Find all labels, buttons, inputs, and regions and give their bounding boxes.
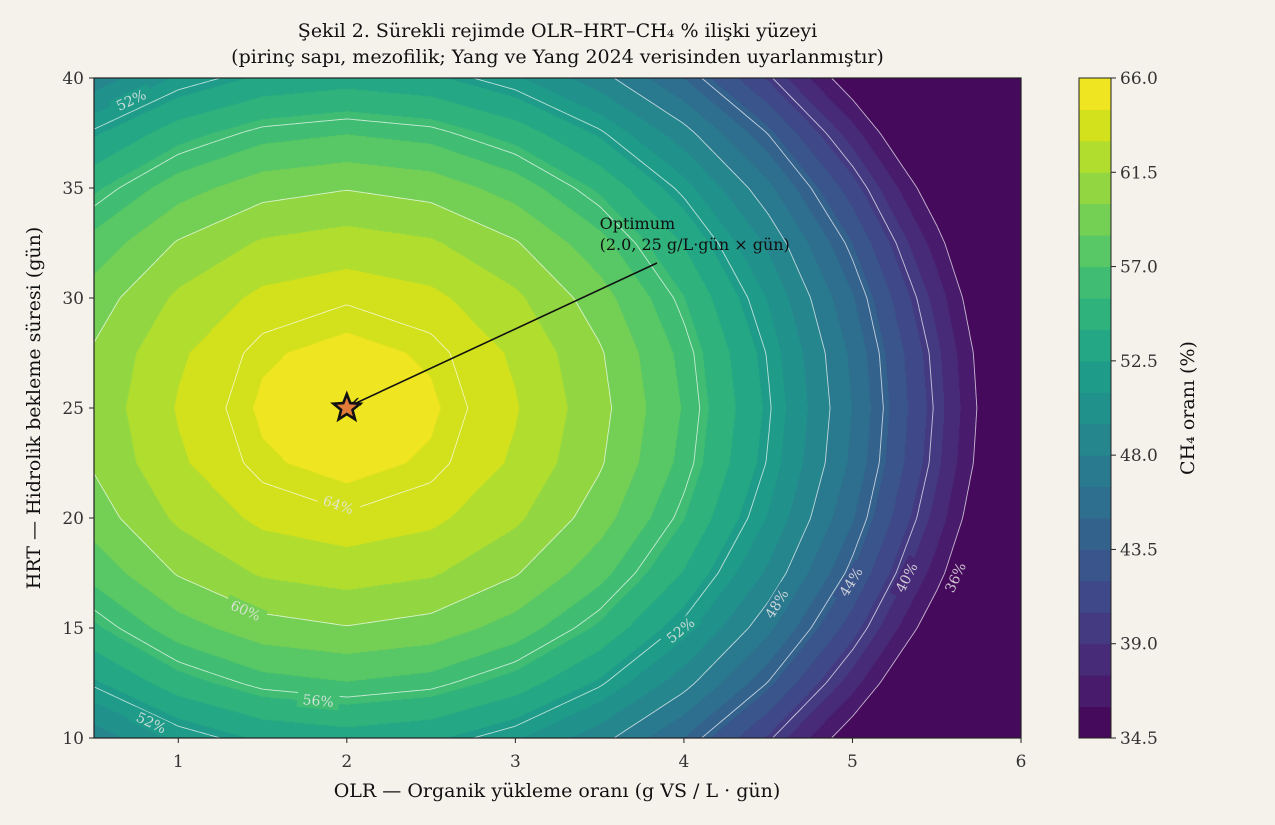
colorbar-band [1079, 549, 1111, 582]
colorbar-band [1079, 235, 1111, 268]
x-tick-label: 3 [510, 752, 521, 772]
x-tick-label: 5 [847, 752, 858, 772]
contour-label-text: 56% [302, 692, 334, 711]
x-tick-label: 1 [173, 752, 184, 772]
y-tick-label: 35 [62, 179, 84, 199]
contour-label-gap [659, 610, 702, 650]
contour-label-gap [223, 594, 269, 627]
contour-label: 40% [889, 555, 924, 600]
colorbar-tick-label: 34.5 [1120, 729, 1158, 749]
contour-label-text: 36% [942, 560, 969, 595]
colorbar-tick-label: 48.0 [1120, 446, 1158, 466]
colorbar-band [1079, 486, 1111, 519]
colorbar-band [1079, 329, 1111, 362]
contour-label-text: 64% [321, 493, 356, 518]
y-axis-label: HRT — Hidrolik bekleme süresi (gün) [23, 227, 45, 590]
contour-label-text: 40% [893, 560, 922, 595]
colorbar-band [1079, 580, 1111, 613]
x-tick-label: 6 [1016, 752, 1027, 772]
annotation-text-line: (2.0, 25 g/L·gün × gün) [600, 235, 790, 254]
contour-fill [94, 78, 1021, 738]
chart-title-line-1: Şekil 2. Sürekli rejimde OLR–HRT–CH₄ % i… [297, 20, 818, 42]
colorbar-tick-label: 52.5 [1120, 352, 1158, 372]
colorbar-band [1079, 392, 1111, 425]
x-tick-label: 4 [678, 752, 689, 772]
contour-label-text: 52% [114, 87, 149, 115]
contour-label-text: 52% [133, 710, 168, 738]
contour-label-gap [758, 581, 795, 626]
colorbar-band [1079, 298, 1111, 330]
colorbar-band [1079, 675, 1111, 708]
y-tick-label: 25 [62, 399, 84, 419]
colorbar-band [1079, 172, 1111, 205]
colorbar-band [1079, 360, 1111, 393]
colorbar-tick-label: 39.0 [1120, 635, 1158, 655]
optimum-star-marker [330, 390, 364, 423]
annotation-arrow [352, 262, 658, 405]
colorbar-band [1079, 423, 1111, 456]
y-tick-label: 15 [62, 619, 84, 639]
contour-line-40 [772, 77, 934, 739]
contour-label: 56% [296, 690, 340, 711]
colorbar-band [1079, 109, 1111, 142]
x-axis: 1 2 3 4 5 6 [173, 738, 1027, 772]
x-axis-label: OLR — Organik yükleme oranı (g VS / L · … [334, 780, 781, 802]
y-tick-label: 30 [62, 289, 84, 309]
colorbar-band [1079, 266, 1111, 299]
colorbar-tick-label: 43.5 [1120, 540, 1158, 560]
contour-label-gap [128, 706, 174, 739]
contour-label-gap [315, 490, 361, 520]
contour-label-gap [939, 554, 972, 600]
colorbar-frame [1078, 77, 1112, 739]
contour-label: 48% [758, 581, 795, 626]
contour-line-64 [225, 304, 469, 512]
colorbar-tick-label: 61.5 [1120, 163, 1158, 183]
contour-label: 52% [128, 706, 174, 739]
colorbar-band [1079, 455, 1111, 488]
chart-title-line-2: (pirinç sapı, mezofilik; Yang ve Yang 20… [231, 46, 884, 68]
colorbar-label: CH₄ oranı (%) [1177, 341, 1199, 475]
y-tick-label: 20 [62, 509, 84, 529]
contour-label-text: 60% [228, 598, 263, 625]
colorbar-band [1079, 612, 1111, 645]
colorbar-tick-label: 66.0 [1120, 69, 1158, 89]
contour-label-gap [108, 83, 154, 117]
x-tick-label: 2 [341, 752, 352, 772]
contour-label: 44% [832, 559, 869, 604]
y-axis: 10 15 20 25 30 35 40 [62, 69, 94, 749]
plot-frame [93, 77, 1022, 739]
contour-label: 36% [939, 554, 972, 600]
contour-line-36 [831, 77, 978, 739]
contour-label: 60% [223, 594, 269, 627]
colorbar-band [1079, 203, 1111, 236]
contour-label: 64% [315, 490, 361, 520]
contour-line-48 [613, 77, 831, 739]
contour-line-44 [701, 77, 884, 739]
colorbar: 34.5 39.0 43.5 48.0 52.5 57.0 61.5 66.0 [1078, 69, 1158, 749]
contour-line-52 [93, 77, 772, 739]
contour-label-gap [889, 555, 924, 600]
contour-label-gap [832, 559, 869, 604]
colorbar-band [1079, 140, 1111, 173]
colorbar-band [1079, 78, 1111, 110]
annotation-text-line: Optimum [600, 214, 676, 233]
colorbar-tick-label: 57.0 [1120, 258, 1158, 278]
contour-label: 52% [659, 610, 702, 650]
contour-line-56 [93, 118, 701, 698]
contour-labels: 52% 64% 60% 56% 52% 52% 48% 44% 40% 36% [108, 83, 972, 739]
colorbar-band [1079, 706, 1111, 739]
colorbar-band [1079, 643, 1111, 676]
y-tick-label: 40 [62, 69, 84, 89]
contour-lines [93, 77, 978, 739]
colorbar-band [1079, 518, 1111, 550]
y-tick-label: 10 [62, 729, 84, 749]
contour-label-gap [296, 690, 340, 711]
optimum-annotation: Optimum (2.0, 25 g/L·gün × gün) [330, 214, 790, 423]
